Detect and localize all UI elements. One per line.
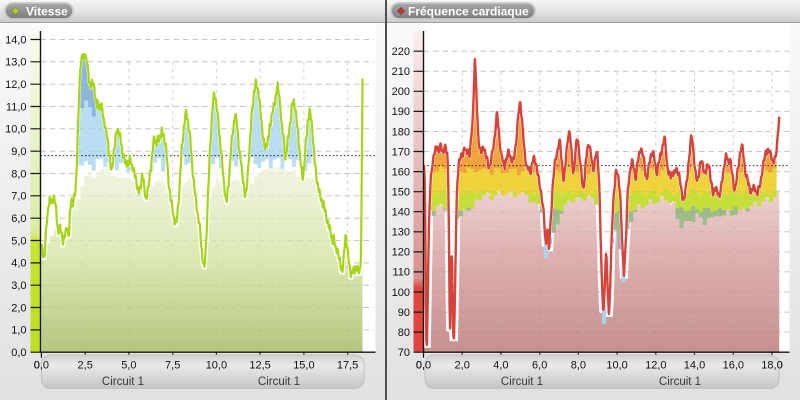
svg-text:70: 70 [398,347,410,359]
svg-text:160: 160 [392,166,410,178]
svg-text:140: 140 [392,207,410,219]
svg-text:5,0: 5,0 [11,235,26,247]
svg-text:9,0: 9,0 [11,146,26,158]
svg-text:90: 90 [398,307,410,319]
svg-text:8,0: 8,0 [11,168,26,180]
svg-text:4,0: 4,0 [493,360,508,372]
svg-text:2,5: 2,5 [78,360,93,372]
svg-text:12,0: 12,0 [645,360,666,372]
svg-text:14,0: 14,0 [684,360,705,372]
svg-text:8,0: 8,0 [571,360,586,372]
svg-text:130: 130 [392,227,410,239]
svg-text:6,0: 6,0 [11,213,26,225]
svg-text:13,0: 13,0 [5,57,26,69]
svg-text:18,0: 18,0 [761,360,782,372]
svg-text:0,0: 0,0 [11,347,26,359]
svg-text:Fréquence cardiaque: Fréquence cardiaque [408,5,529,19]
svg-text:Circuit 1: Circuit 1 [659,376,701,388]
svg-text:16,0: 16,0 [723,360,744,372]
svg-text:7,5: 7,5 [165,360,180,372]
svg-text:17,5: 17,5 [337,360,358,372]
svg-text:2,0: 2,0 [455,360,470,372]
svg-text:10,0: 10,0 [206,360,227,372]
svg-text:100: 100 [392,287,410,299]
svg-text:210: 210 [392,66,410,78]
svg-text:7,0: 7,0 [11,191,26,203]
svg-text:200: 200 [392,86,410,98]
svg-text:180: 180 [392,126,410,138]
svg-text:0,0: 0,0 [34,360,49,372]
svg-text:Circuit 1: Circuit 1 [501,376,543,388]
svg-text:11,0: 11,0 [6,101,27,113]
svg-text:Circuit 1: Circuit 1 [102,376,144,388]
svg-text:120: 120 [392,247,410,259]
svg-text:4,0: 4,0 [11,258,26,270]
svg-text:15,0: 15,0 [293,360,314,372]
svg-text:190: 190 [392,106,410,118]
svg-text:12,5: 12,5 [249,360,270,372]
svg-text:220: 220 [392,46,410,58]
svg-text:5,0: 5,0 [121,360,136,372]
svg-text:150: 150 [392,187,410,199]
svg-text:3,0: 3,0 [11,280,26,292]
svg-text:110: 110 [392,267,410,279]
svg-text:10,0: 10,0 [5,124,26,136]
svg-text:1,0: 1,0 [11,325,26,337]
svg-text:170: 170 [392,146,410,158]
svg-text:0,0: 0,0 [416,360,431,372]
svg-text:6,0: 6,0 [532,360,547,372]
svg-text:80: 80 [398,327,410,339]
svg-text:10,0: 10,0 [606,360,627,372]
svg-text:Vitesse: Vitesse [26,5,68,19]
svg-text:12,0: 12,0 [5,79,26,91]
svg-text:2,0: 2,0 [11,302,26,314]
svg-text:Circuit 1: Circuit 1 [258,376,300,388]
svg-text:14,0: 14,0 [5,34,26,46]
